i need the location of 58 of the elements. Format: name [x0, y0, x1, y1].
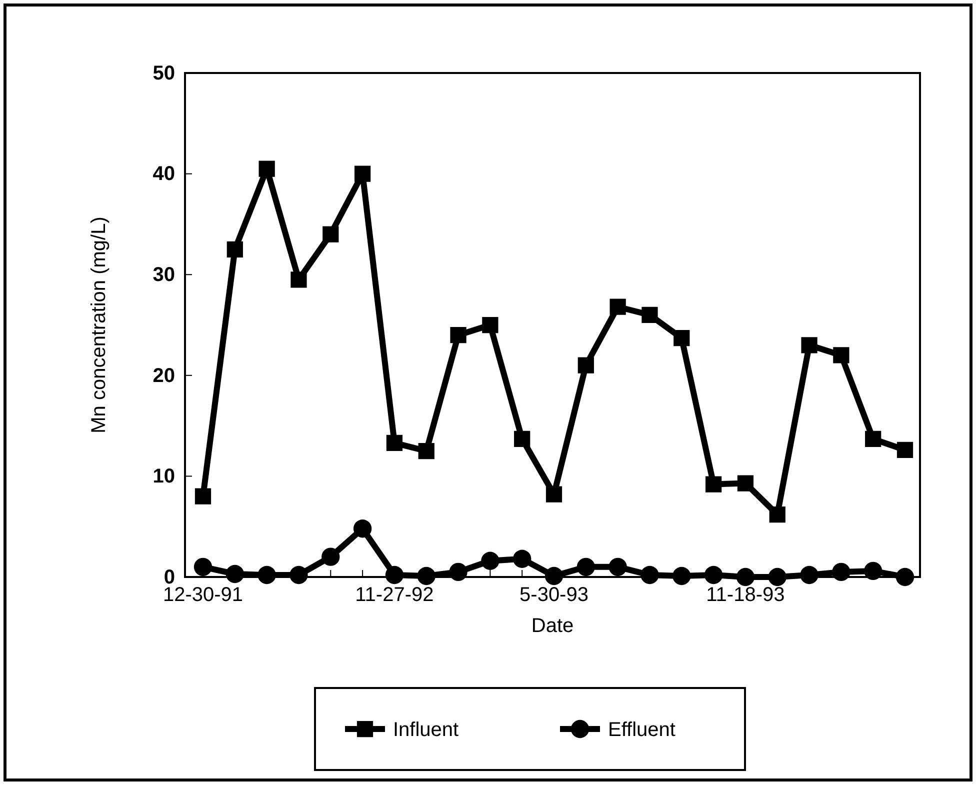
y-tick-label: 40	[152, 163, 175, 186]
x-tick-label: 5-30-93	[520, 584, 588, 606]
point	[385, 566, 404, 584]
point	[833, 347, 850, 364]
point	[865, 430, 882, 447]
y-tick-label: 20	[152, 364, 175, 387]
point	[322, 226, 339, 242]
x-tick-label: 11-27-92	[355, 584, 434, 606]
point	[674, 330, 690, 346]
legend-label: Influent	[393, 719, 460, 741]
point	[514, 430, 530, 447]
point	[610, 298, 626, 315]
point	[737, 475, 754, 492]
point	[864, 562, 882, 580]
point	[608, 558, 627, 576]
y-tick-label: 10	[152, 466, 175, 488]
point	[672, 566, 691, 586]
point	[226, 241, 243, 258]
point	[512, 550, 532, 568]
point	[832, 562, 850, 582]
point	[194, 488, 212, 504]
y-tick-label: 50	[152, 62, 175, 84]
point	[481, 552, 500, 570]
point	[800, 566, 818, 584]
point	[353, 520, 372, 538]
point	[576, 558, 596, 576]
point	[769, 506, 786, 523]
point	[736, 568, 755, 586]
point	[544, 566, 564, 586]
point	[704, 566, 723, 584]
point	[896, 442, 914, 458]
point	[578, 357, 594, 374]
point	[290, 272, 307, 288]
point	[258, 160, 275, 177]
point	[450, 327, 466, 344]
point	[322, 548, 340, 566]
point	[482, 316, 498, 334]
point	[258, 566, 276, 584]
point	[449, 562, 468, 582]
point	[642, 306, 658, 323]
point	[194, 558, 212, 576]
point	[801, 337, 818, 354]
x-axis-title: Date	[531, 615, 574, 637]
point	[418, 442, 434, 460]
x-tick-label: 11-18-93	[706, 584, 785, 606]
y-axis-title: Mn concentration (mg/L)	[88, 216, 110, 434]
point	[226, 564, 244, 584]
point	[768, 568, 786, 586]
point	[386, 434, 403, 451]
point	[546, 486, 562, 502]
point	[640, 566, 659, 584]
legend-label: Effluent	[608, 719, 676, 741]
point	[705, 476, 722, 492]
point	[290, 566, 308, 584]
y-tick-label: 30	[152, 264, 175, 286]
point	[417, 566, 436, 586]
point	[896, 568, 914, 586]
point	[354, 166, 371, 182]
